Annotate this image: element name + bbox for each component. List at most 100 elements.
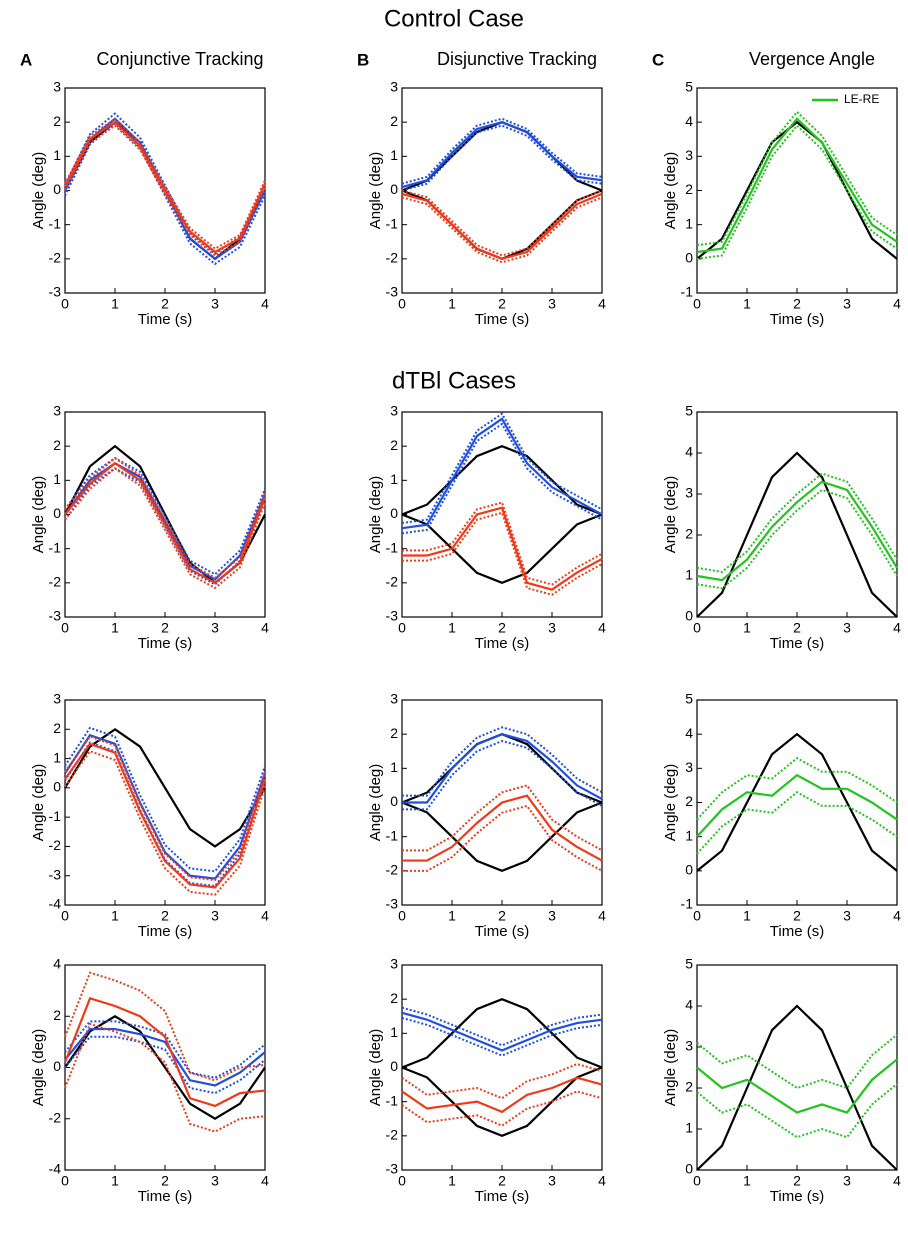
y-tick-label: -3 [49,608,62,624]
plot-frame [696,699,898,906]
series-line [64,461,267,585]
series-line [696,480,898,582]
y-tick-label: -3 [386,284,399,300]
band-line [401,1006,603,1047]
x-tick-label: 0 [398,908,406,924]
y-tick-label: 3 [53,79,61,95]
y-tick-label: 5 [685,956,693,972]
band-line [696,756,898,821]
y-tick-label: 0 [53,505,61,521]
y-tick-label: 0 [685,1161,693,1177]
y-tick-label: -4 [49,896,62,912]
x-tick-label: 0 [61,908,69,924]
band-line [401,422,603,535]
y-axis-label: Angle (deg) [30,476,47,554]
x-tick-label: 1 [111,908,119,924]
x-axis-label: Time (s) [138,1188,192,1205]
band-line [696,791,898,855]
y-tick-label: 2 [685,1079,693,1095]
band-line [64,971,266,1082]
y-tick-label: -2 [386,862,399,878]
x-axis-label: Time (s) [138,923,192,940]
band-line [401,124,603,192]
x-tick-label: 0 [398,296,406,312]
band-line [401,189,603,257]
y-tick-label: -1 [681,284,694,300]
y-tick-label: -1 [386,1092,399,1108]
x-tick-label: 3 [843,620,851,636]
x-axis-label: Time (s) [138,311,192,328]
x-tick-label: 3 [843,1173,851,1189]
y-tick-label: -4 [49,1161,62,1177]
y-tick-label: 3 [685,485,693,501]
x-axis-label: Time (s) [770,923,824,940]
band-line [402,739,603,811]
series-line [401,192,603,260]
y-tick-label: 4 [685,444,693,460]
y-tick-label: 1 [390,471,398,487]
x-tick-label: 2 [498,620,506,636]
y-tick-label: 0 [390,793,398,809]
series-line [401,997,603,1069]
y-tick-label: -3 [49,866,62,882]
x-tick-label: 1 [111,296,119,312]
series-line [64,727,266,848]
y-tick-label: 2 [390,113,398,129]
x-tick-label: 3 [843,908,851,924]
series-line [401,513,603,585]
band-line [64,1022,266,1133]
y-tick-label: 4 [685,725,693,741]
y-tick-label: 4 [685,997,693,1013]
y-tick-label: 0 [685,250,693,266]
y-tick-label: 3 [53,403,61,419]
band-line [402,726,603,797]
x-tick-label: 2 [793,908,801,924]
series-line [401,1066,603,1138]
x-axis-label: Time (s) [770,311,824,328]
x-tick-label: 0 [61,296,69,312]
band-line [401,1090,603,1127]
x-tick-label: 2 [161,620,169,636]
series-line [402,506,603,591]
y-tick-label: 0 [685,608,693,624]
band-line [64,456,266,576]
y-tick-label: -2 [386,250,399,266]
x-tick-label: 3 [548,1173,556,1189]
panel-title: Disjunctive Tracking [437,49,597,69]
series-line [64,461,267,581]
y-tick-label: -2 [49,250,62,266]
y-tick-label: 3 [390,691,398,707]
y-axis-label: Angle (deg) [662,1029,679,1107]
x-tick-label: 4 [261,908,269,924]
y-tick-label: 3 [685,1038,693,1054]
x-tick-label: 3 [211,296,219,312]
y-tick-label: -1 [681,896,694,912]
x-tick-label: 2 [793,296,801,312]
series-line [64,1027,266,1087]
y-tick-label: -2 [49,574,62,590]
x-tick-label: 0 [61,620,69,636]
x-tick-label: 0 [693,908,701,924]
y-tick-label: -2 [49,1109,62,1125]
x-tick-label: 1 [743,620,751,636]
y-axis-label: Angle (deg) [367,476,384,554]
x-tick-label: 1 [111,1173,119,1189]
y-tick-label: 2 [685,526,693,542]
y-tick-label: 2 [685,181,693,197]
y-axis-label: Angle (deg) [662,476,679,554]
x-axis-label: Time (s) [138,635,192,652]
series-line [696,732,898,872]
y-axis-label: Angle (deg) [367,152,384,230]
x-axis-label: Time (s) [770,1188,824,1205]
x-tick-label: 0 [693,620,701,636]
x-tick-label: 1 [448,908,456,924]
y-tick-label: 3 [390,79,398,95]
panel-letter: B [357,50,369,69]
x-tick-label: 2 [793,1173,801,1189]
x-tick-label: 0 [398,620,406,636]
y-tick-label: -2 [386,574,399,590]
series-line [64,742,267,889]
legend-label: LE-RE [844,92,879,106]
x-tick-label: 4 [261,296,269,312]
band-line [696,110,898,247]
